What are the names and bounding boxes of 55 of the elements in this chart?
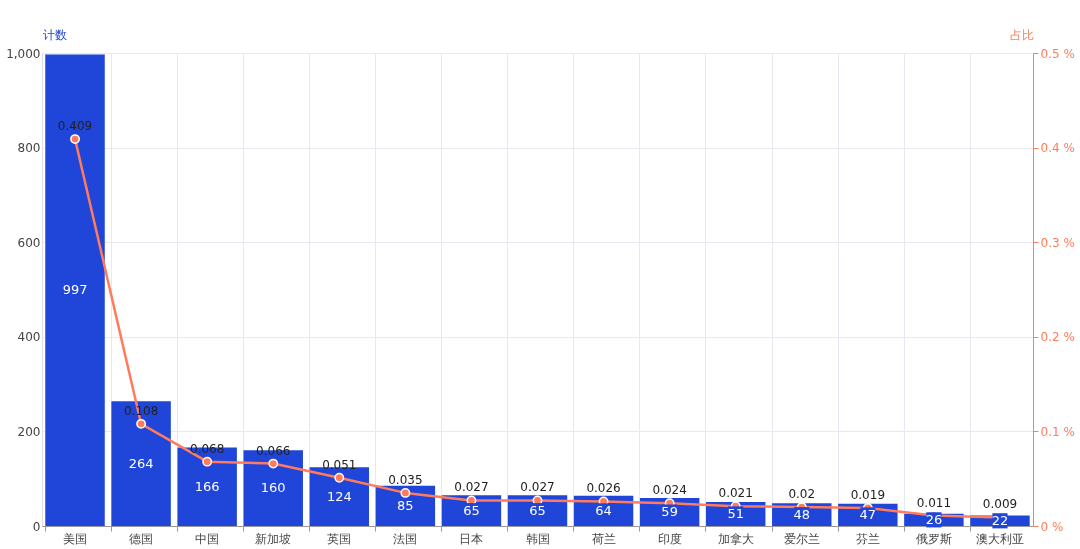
x-tick-label: 芬兰 [855, 531, 880, 546]
y-tick-label: 800 [17, 141, 41, 156]
data-label: 0.019 [850, 488, 886, 503]
y2-tick-label: 0.3 % [1040, 235, 1075, 250]
data-label: 22 [991, 512, 1009, 528]
data-label: 51 [727, 505, 744, 521]
x-tick-label: 中国 [195, 531, 220, 546]
data-label: 0.009 [982, 497, 1018, 512]
data-label: 65 [529, 502, 546, 518]
x-tick-label: 德国 [129, 531, 154, 546]
y-tick-label: 0 [32, 519, 41, 534]
y2-tick-label: 0.4 % [1040, 141, 1075, 156]
y-tick-label: 1,000 [6, 46, 41, 61]
y-tick-label: 400 [17, 330, 41, 345]
x-tick-label: 俄罗斯 [915, 531, 952, 546]
x-tick-label: 韩国 [525, 531, 550, 546]
y2-axis-title: 占比 [1009, 27, 1034, 42]
data-label: 59 [661, 504, 678, 520]
x-tick-label: 美国 [63, 531, 88, 546]
data-label: 64 [595, 502, 612, 518]
y2-tick-label: 0.2 % [1040, 330, 1075, 345]
data-label: 0.024 [652, 483, 687, 498]
data-label: 0.026 [586, 481, 621, 496]
data-label: 85 [397, 497, 414, 513]
data-label: 997 [62, 282, 88, 298]
data-label: 26 [925, 511, 943, 527]
y-tick-label: 200 [17, 424, 41, 439]
data-label: 0.021 [718, 486, 753, 501]
data-label: 0.027 [520, 480, 555, 495]
x-tick-label: 日本 [459, 531, 484, 546]
data-label: 264 [128, 455, 154, 471]
data-label: 47 [859, 506, 877, 522]
x-tick-label: 加拿大 [717, 531, 754, 546]
x-tick-label: 新加坡 [255, 531, 292, 546]
data-label: 160 [260, 480, 286, 496]
x-tick-label: 印度 [657, 531, 682, 546]
data-label: 0.02 [788, 487, 816, 502]
x-tick-label: 法国 [393, 531, 418, 546]
data-label: 166 [194, 478, 220, 494]
x-tick-label: 爱尔兰 [783, 531, 820, 546]
data-label: 0.011 [916, 495, 952, 510]
y2-tick-label: 0 % [1040, 519, 1064, 534]
data-label: 124 [326, 488, 352, 504]
y-tick-label: 600 [17, 235, 41, 250]
x-tick-label: 澳大利亚 [975, 531, 1024, 546]
x-tick-label: 荷兰 [591, 531, 616, 546]
y-axis-title: 计数 [42, 27, 67, 42]
data-label: 0.409 [57, 119, 93, 134]
x-tick-label: 英国 [327, 531, 352, 546]
data-label: 0.027 [454, 480, 489, 495]
data-label: 0.035 [388, 472, 423, 487]
data-label: 65 [463, 502, 480, 518]
y2-tick-label: 0.5 % [1040, 46, 1075, 61]
data-label: 48 [793, 506, 811, 522]
y2-tick-label: 0.1 % [1040, 424, 1075, 439]
